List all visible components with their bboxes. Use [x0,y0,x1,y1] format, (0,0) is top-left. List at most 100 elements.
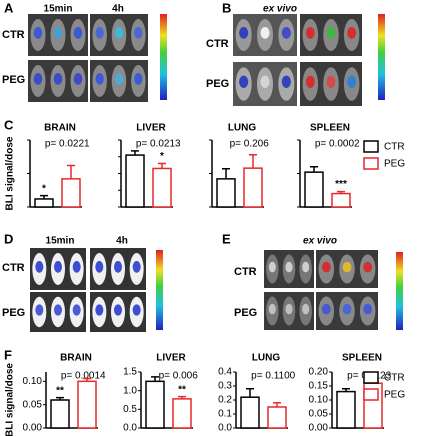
p-value: p= 0.206 [230,139,270,150]
legend-label: PEG [384,159,405,170]
y-tick-label: 0.05 [309,409,329,420]
signal [114,261,122,273]
y-tick-label: 0.15 [309,381,329,392]
signal [342,261,352,273]
error-bar [178,395,186,399]
signal [95,261,104,273]
row-label: CTR [2,29,25,41]
signal [363,303,373,315]
chart-title: SPLEEN [342,353,382,364]
error-bar [40,194,48,199]
signal [53,27,63,39]
y-tick-label: 0.00 [309,423,329,434]
error-bar [67,164,75,179]
chart-title: LUNG [252,353,281,364]
y-tick-label: 0.1 [218,409,232,420]
y-tick-label: 0.4 [218,367,232,378]
bar [331,192,351,208]
signal [268,261,276,273]
row-label: PEG [2,74,25,86]
colorbar [396,252,403,330]
error-bar [158,162,166,169]
signal [134,73,143,85]
y-tick-label: 0.0 [123,423,137,434]
bar [240,396,260,429]
time-label: 15min [44,4,73,15]
y-axis-label: BLI signal/dose [5,136,16,210]
p-value: p= 0.0221 [45,139,90,150]
signal [305,75,315,88]
bar [34,198,54,208]
bar [61,178,81,208]
row-label: CTR [234,266,257,278]
signal [95,73,104,85]
error-bar [131,150,139,156]
signal [321,303,331,315]
error-bar [310,166,318,173]
significance: ** [56,385,64,396]
bar [145,380,165,429]
time-label: 15min [46,236,75,247]
legend-label: CTR [384,373,405,384]
colorbar [378,14,385,100]
p-value: p= 0.0213 [136,139,181,150]
panel-label: D [4,231,13,246]
signal [35,304,44,316]
error-bar [273,402,281,407]
signal [285,303,293,315]
time-label: 4h [112,4,124,15]
signal [268,303,276,315]
signal [326,27,336,39]
signal [260,75,270,88]
signal [73,27,83,39]
bar [125,154,145,208]
panel-label: A [4,0,14,15]
signal [53,73,63,85]
y-tick-label: 0.2 [218,395,232,406]
p-value: p= 0.0002 [315,139,360,150]
signal [132,304,141,316]
signal [281,75,291,88]
signal [347,27,357,39]
bar [50,399,70,429]
y-tick-label: 0.20 [309,367,329,378]
signal [260,27,270,39]
signal [72,261,81,273]
chart-title: BRAIN [44,123,76,134]
y-tick-label: 0.10 [23,376,43,387]
legend-label: PEG [384,390,405,401]
signal [54,261,62,273]
signal [326,75,336,88]
signal [35,261,44,273]
legend-swatch [363,157,379,170]
y-tick-label: 1.0 [123,385,137,396]
signal [132,261,141,273]
signal [134,27,143,39]
bar [304,171,324,208]
y-tick-label: 0.05 [23,399,43,410]
time-label: 4h [116,236,128,247]
error-bar [222,168,230,179]
image-layer [28,14,403,332]
signal [114,73,124,85]
error-bar [342,388,350,392]
p-value: p= 0.0014 [61,371,106,382]
panel-title: ex vivo [303,236,337,247]
signal [33,27,43,39]
signal [114,27,124,39]
signal [33,73,43,85]
error-bar [56,396,64,400]
y-axis-label: BLI signal/dose [5,363,16,436]
signal [239,27,249,39]
signal [72,304,81,316]
panel-label: C [4,117,14,132]
signal [347,75,357,88]
chart-title: LIVER [156,353,186,364]
bar [243,167,263,208]
signal [302,303,310,315]
signal [302,261,310,273]
chart-title: LUNG [228,123,257,134]
bar [152,167,172,208]
